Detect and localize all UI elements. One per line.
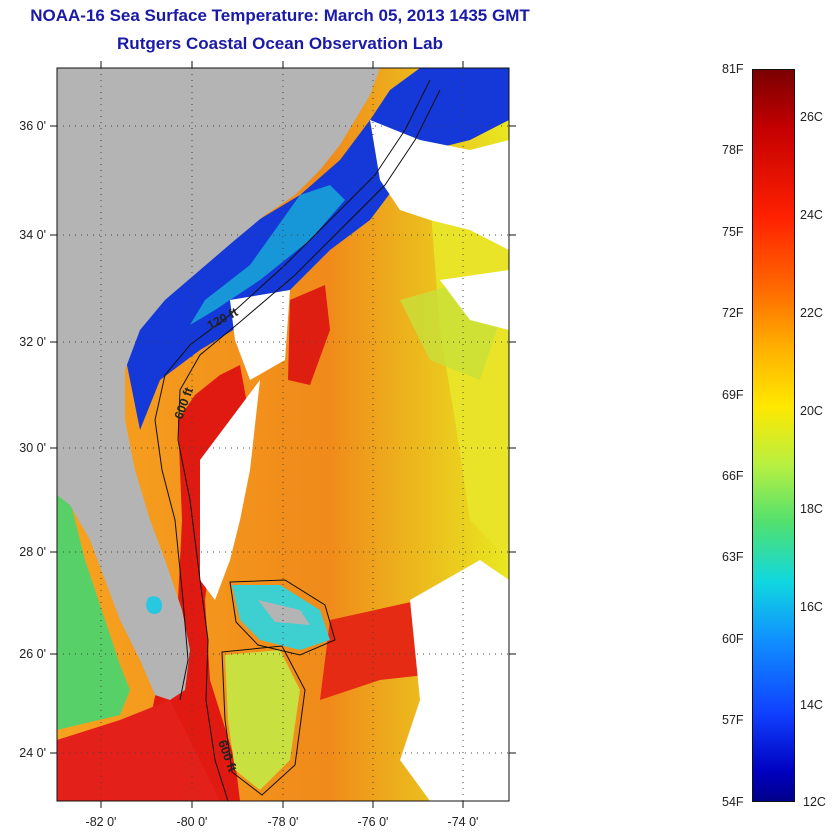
- cloud-mass: [400, 560, 509, 801]
- colorbar-fahrenheit-label: 72F: [722, 306, 744, 320]
- colorbar-fahrenheit-label: 54F: [722, 795, 744, 809]
- cloud-mass: [200, 380, 260, 600]
- florida-straits-red: [57, 700, 220, 801]
- lat-tick-label: 34 0': [19, 228, 46, 242]
- lat-tick-label: 28 0': [19, 545, 46, 559]
- colorbar-celsius-label: 12C: [803, 795, 826, 809]
- bahamas-island: [258, 600, 310, 625]
- red-eddy-north: [288, 285, 330, 385]
- colorbar-celsius-label: 18C: [800, 502, 823, 516]
- lat-tick-label: 24 0': [19, 746, 46, 760]
- colorbar-fahrenheit-label: 66F: [722, 469, 744, 483]
- colorbar-celsius-label: 22C: [800, 306, 823, 320]
- colorbar-celsius-label: 14C: [800, 698, 823, 712]
- graticule: [57, 68, 509, 801]
- lat-tick-label: 36 0': [19, 119, 46, 133]
- cloud-mass: [370, 120, 509, 250]
- lon-tick-label: -82 0': [86, 815, 117, 829]
- colorbar-fahrenheit-label: 57F: [722, 713, 744, 727]
- colorbar-fahrenheit-label: 78F: [722, 143, 744, 157]
- map-subtitle: Rutgers Coastal Ocean Observation Lab: [117, 34, 443, 53]
- colorbar-celsius-label: 26C: [800, 110, 823, 124]
- colorbar-celsius-label: 24C: [800, 208, 823, 222]
- land-mainland: [57, 68, 380, 700]
- lat-tick-label: 32 0': [19, 335, 46, 349]
- lon-tick-label: -76 0': [358, 815, 389, 829]
- lon-tick-label: -78 0': [268, 815, 299, 829]
- colorbar-fahrenheit-label: 75F: [722, 225, 744, 239]
- tick-marks: [50, 61, 516, 808]
- colorbar-fahrenheit-label: 69F: [722, 388, 744, 402]
- gulf-coast-water: [57, 490, 130, 730]
- colorbar-celsius-label: 16C: [800, 600, 823, 614]
- cloud-mass: [440, 270, 509, 330]
- colorbar-celsius-label: 20C: [800, 404, 823, 418]
- teal-shelf-edge: [190, 185, 345, 325]
- lat-tick-label: 26 0': [19, 647, 46, 661]
- lon-tick-label: -80 0': [177, 815, 208, 829]
- contour-600ft: [177, 89, 441, 802]
- lat-tick-label: 30 0': [19, 441, 46, 455]
- contour-bahamas: [229, 579, 336, 656]
- bahamas-bank: [225, 650, 300, 790]
- cloud-mass: [230, 290, 290, 380]
- map-title: NOAA-16 Sea Surface Temperature: March 0…: [30, 6, 530, 25]
- lake-okeechobee: [146, 596, 163, 615]
- colorbar-fahrenheit-label: 81F: [722, 62, 744, 76]
- lon-tick-label: -74 0': [448, 815, 479, 829]
- contour-120ft: [154, 79, 431, 701]
- colorbar-fahrenheit-label: 63F: [722, 550, 744, 564]
- colorbar-fahrenheit-label: 60F: [722, 632, 744, 646]
- contour-bahamas-south: [221, 645, 306, 796]
- temperature-colorbar: [752, 69, 795, 802]
